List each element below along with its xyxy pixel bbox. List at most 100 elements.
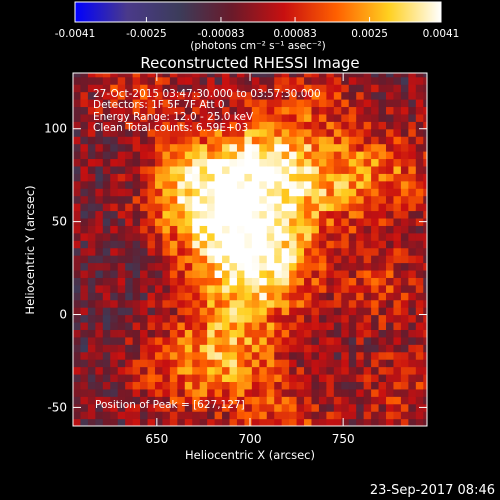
heatmap-cell (199, 180, 208, 189)
heatmap-cell (199, 403, 208, 412)
y-tick-label: 0 (59, 308, 67, 322)
heatmap-cell (154, 403, 164, 412)
heatmap-cell (423, 173, 427, 182)
heatmap-cell (236, 158, 246, 167)
heatmap-cell (229, 76, 238, 85)
heatmap-cell (117, 151, 126, 160)
heatmap-cell (341, 151, 350, 160)
x-tick-label: 650 (145, 432, 168, 446)
heatmap-cell (125, 106, 134, 115)
heatmap-cell (222, 307, 231, 316)
heatmap-cell (266, 128, 275, 137)
heatmap-cell (326, 255, 335, 264)
heatmap-cell (199, 359, 208, 368)
heatmap-cell (259, 151, 268, 160)
heatmap-cell (102, 269, 111, 278)
heatmap-cell (222, 165, 231, 174)
heatmap-cell (415, 396, 424, 405)
heatmap-cell (192, 143, 201, 152)
heatmap-cell (281, 247, 290, 256)
heatmap-cell (110, 292, 119, 301)
heatmap-cell (341, 232, 350, 241)
heatmap-cell (125, 403, 134, 412)
heatmap-cell (140, 173, 149, 182)
heatmap-cell (236, 240, 246, 249)
heatmap-cell (318, 165, 327, 174)
heatmap-cell (154, 388, 164, 397)
heatmap-cell (415, 180, 424, 189)
heatmap-cell (80, 121, 89, 130)
heatmap-cell (274, 381, 283, 390)
heatmap-cell (423, 381, 427, 390)
heatmap-cell (117, 351, 126, 360)
heatmap-cell (371, 158, 380, 167)
heatmap-cell (348, 403, 357, 412)
heatmap-cell (177, 336, 186, 345)
heatmap-cell (177, 366, 186, 375)
heatmap-cell (192, 73, 201, 78)
heatmap-cell (251, 121, 260, 130)
heatmap-cell (95, 403, 104, 412)
heatmap-cell (207, 203, 216, 212)
heatmap-cell (259, 411, 268, 420)
heatmap-cell (408, 240, 417, 249)
heatmap-cell (378, 136, 387, 145)
heatmap-cell (132, 366, 141, 375)
heatmap-cell (281, 418, 290, 426)
heatmap-cell (423, 255, 427, 264)
heatmap-cell (244, 366, 253, 375)
heatmap-cell (125, 418, 134, 426)
heatmap-cell (304, 307, 313, 316)
heatmap-cell (140, 99, 149, 108)
heatmap-cell (140, 225, 149, 234)
heatmap-cell (415, 158, 424, 167)
heatmap-cell (408, 262, 417, 271)
heatmap-cell (102, 240, 111, 249)
heatmap-cell (356, 84, 365, 93)
heatmap-cell (207, 321, 216, 330)
heatmap-cell (348, 381, 357, 390)
heatmap-cell (281, 217, 290, 226)
heatmap-cell (289, 292, 298, 301)
heatmap-cell (289, 255, 298, 264)
heatmap-cell (177, 188, 186, 197)
heatmap-cell (393, 247, 402, 256)
heatmap-cell (333, 299, 342, 308)
heatmap-cell (318, 262, 327, 271)
heatmap-cell (371, 381, 380, 390)
heatmap-cell (169, 321, 178, 330)
heatmap-cell (192, 203, 201, 212)
heatmap-cell (184, 418, 193, 426)
heatmap-cell (117, 113, 126, 122)
heatmap-cell (110, 210, 119, 219)
heatmap-cell (162, 359, 171, 368)
heatmap-cell (341, 165, 350, 174)
heatmap-cell (229, 128, 238, 137)
heatmap-cell (356, 314, 365, 323)
heatmap-cell (140, 180, 149, 189)
heatmap-cell (348, 225, 357, 234)
heatmap-cell (274, 255, 283, 264)
heatmap-cell (117, 136, 126, 145)
heatmap-cell (289, 284, 298, 293)
heatmap-cell (386, 121, 395, 130)
heatmap-cell (125, 277, 134, 286)
heatmap-cell (393, 411, 402, 420)
heatmap-cell (154, 151, 164, 160)
heatmap-cell (214, 151, 223, 160)
heatmap-cell (87, 158, 96, 167)
heatmap-cell (73, 381, 82, 390)
heatmap-cell (207, 136, 216, 145)
heatmap-cell (311, 396, 320, 405)
heatmap-cell (244, 210, 253, 219)
heatmap-cell (95, 344, 104, 353)
heatmap-cell (318, 173, 327, 182)
heatmap-cell (348, 121, 357, 130)
heatmap-cell (184, 255, 193, 264)
heatmap-cell (87, 336, 96, 345)
heatmap-cell (363, 359, 372, 368)
heatmap-cell (423, 73, 427, 78)
heatmap-cell (348, 128, 357, 137)
heatmap-cell (304, 136, 313, 145)
heatmap-cell (318, 388, 327, 397)
